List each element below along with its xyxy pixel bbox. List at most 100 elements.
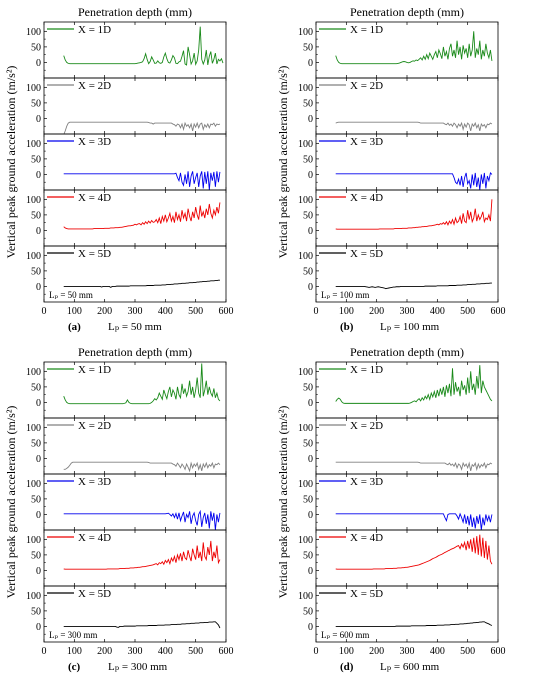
- inner-note: Lₚ = 50 mm: [49, 290, 93, 300]
- y-axis-label: Vertical peak ground acceleration (m/s²): [4, 406, 18, 599]
- series-line-1: [335, 365, 493, 404]
- panel-caption: Lₚ = 50 mm: [108, 321, 162, 333]
- x-tick-label: 400: [158, 306, 173, 317]
- legend-label: X = 1D: [350, 24, 383, 36]
- y-tick-label: 50: [303, 154, 313, 165]
- subplot-4: 0 50 100 X = 4D: [298, 529, 499, 587]
- subplot-2: 0 50 100 X = 2D: [298, 417, 499, 475]
- y-tick-label: 50: [303, 438, 313, 449]
- legend-entry: X = 3D: [47, 136, 111, 148]
- x-tick-label: 100: [67, 306, 82, 317]
- y-tick-label: 50: [31, 42, 41, 53]
- top-axis-label: Penetration depth (mm): [350, 5, 464, 19]
- subplot-frame: [43, 473, 227, 531]
- panel-label: (d): [340, 661, 354, 673]
- y-tick-label: 100: [26, 27, 41, 38]
- x-tick-label: 500: [188, 306, 203, 317]
- y-tick-label: 50: [303, 550, 313, 561]
- panel-label: (b): [340, 321, 354, 333]
- x-tick-label: 600: [219, 306, 234, 317]
- x-tick-label: 500: [460, 306, 475, 317]
- subplot-frame: [43, 77, 227, 135]
- legend-entry: X = 2D: [319, 420, 383, 432]
- y-tick-label: 50: [31, 438, 41, 449]
- series-line-4: [335, 534, 493, 570]
- subplot-4: 0 50 100 X = 4D: [26, 189, 227, 247]
- subplot-3: 0 50 100 X = 3D: [298, 133, 499, 191]
- series-line-3: [335, 512, 493, 530]
- legend-label: X = 3D: [350, 476, 383, 488]
- series-line-3: [63, 171, 221, 190]
- y-tick-label: 0: [308, 454, 313, 465]
- y-tick-label: 100: [26, 423, 41, 434]
- series-line-3: [63, 509, 221, 530]
- subplot-frame: [315, 189, 499, 247]
- subplot-frame: [315, 133, 499, 191]
- y-tick-label: 50: [31, 154, 41, 165]
- y-tick-label: 100: [298, 423, 313, 434]
- y-tick-label: 50: [303, 494, 313, 505]
- y-tick-label: 50: [303, 42, 313, 53]
- y-tick-label: 100: [298, 479, 313, 490]
- y-tick-label: 0: [308, 170, 313, 181]
- panel-caption: Lₚ = 100 mm: [380, 321, 440, 333]
- x-tick-label: 0: [314, 646, 319, 657]
- x-tick-label: 0: [42, 646, 47, 657]
- series-line-1: [63, 363, 221, 405]
- legend-label: X = 5D: [78, 248, 111, 260]
- subplot-frame: [315, 361, 499, 419]
- x-tick-label: 200: [369, 306, 384, 317]
- y-tick-label: 100: [298, 27, 313, 38]
- subplot-2: 0 50 100 X = 2D: [26, 77, 227, 135]
- x-tick-label: 600: [219, 646, 234, 657]
- legend-entry: X = 1D: [47, 24, 111, 36]
- series-line-4: [63, 202, 221, 230]
- y-tick-label: 100: [298, 535, 313, 546]
- x-tick-label: 300: [128, 646, 143, 657]
- subplot-frame: [315, 473, 499, 531]
- legend-label: X = 4D: [78, 532, 111, 544]
- y-tick-label: 100: [26, 139, 41, 150]
- panel-caption: Lₚ = 300 mm: [108, 661, 168, 673]
- y-tick-label: 0: [36, 454, 41, 465]
- legend-label: X = 1D: [78, 364, 111, 376]
- series-line-5: [335, 621, 493, 627]
- subplot-1: 0 50 100 X = 1D: [298, 21, 499, 79]
- x-tick-label: 400: [158, 646, 173, 657]
- x-tick-label: 500: [460, 646, 475, 657]
- y-tick-label: 0: [308, 622, 313, 633]
- y-tick-label: 0: [36, 282, 41, 293]
- x-tick-label: 400: [430, 646, 445, 657]
- x-tick-label: 100: [67, 646, 82, 657]
- y-tick-label: 100: [26, 535, 41, 546]
- y-tick-label: 100: [298, 251, 313, 262]
- y-tick-label: 0: [36, 398, 41, 409]
- x-tick-label: 100: [339, 306, 354, 317]
- subplot-frame: [43, 133, 227, 191]
- legend-entry: X = 1D: [319, 24, 383, 36]
- series-line-5: [63, 621, 221, 629]
- x-tick-label: 100: [339, 646, 354, 657]
- y-tick-label: 100: [298, 367, 313, 378]
- subplot-frame: [315, 417, 499, 475]
- subplot-5: 0 50 100 X = 5D: [26, 245, 227, 303]
- panel-label: (a): [68, 321, 81, 333]
- legend-entry: X = 3D: [319, 476, 383, 488]
- legend-label: X = 4D: [350, 532, 383, 544]
- subplot-frame: [315, 529, 499, 587]
- series-line-2: [335, 121, 493, 132]
- panel-caption: Lₚ = 600 mm: [380, 661, 440, 673]
- legend-label: X = 1D: [78, 24, 111, 36]
- top-axis-label: Penetration depth (mm): [350, 345, 464, 359]
- legend-entry: X = 2D: [319, 80, 383, 92]
- subplot-frame: [43, 417, 227, 475]
- y-tick-label: 100: [298, 591, 313, 602]
- x-tick-label: 300: [400, 306, 415, 317]
- legend-entry: X = 4D: [47, 532, 111, 544]
- y-tick-label: 0: [36, 226, 41, 237]
- y-tick-label: 100: [26, 591, 41, 602]
- y-tick-label: 50: [31, 98, 41, 109]
- y-tick-label: 50: [31, 494, 41, 505]
- legend-label: X = 4D: [78, 192, 111, 204]
- y-tick-label: 50: [303, 98, 313, 109]
